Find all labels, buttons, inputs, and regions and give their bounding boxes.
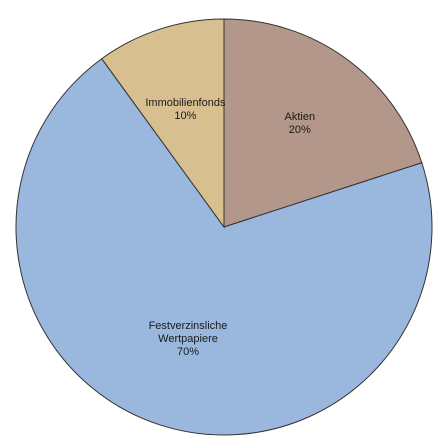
pie-slice-label-line: Wertpapiere (158, 333, 218, 345)
pie-slice-2 (101, 18, 225, 229)
pie-slice-label-line: Aktien (285, 111, 316, 123)
pie-slice-percent-label: 70% (177, 346, 199, 358)
pie-slice-percent-label: 20% (289, 124, 311, 136)
pie-slice-label-0: Aktien 20% (285, 111, 316, 136)
pie-slice-label-2: Immobilienfonds 10% (145, 97, 226, 122)
pie-labels: Aktien 20% Festverzinsliche Wertpapiere 70% I… (145, 97, 315, 358)
pie-slice-label-1: Festverzinsliche Wertpapiere 70% (149, 320, 228, 358)
pie-slice-label-line: Immobilienfonds (145, 97, 226, 109)
pie-slice-0 (223, 18, 423, 228)
pie-slice-percent-label: 10% (174, 110, 196, 122)
pie-slice-label-line: Festverzinsliche (149, 320, 228, 332)
pie-slice-1 (15, 58, 433, 436)
pie-slices (15, 18, 433, 436)
